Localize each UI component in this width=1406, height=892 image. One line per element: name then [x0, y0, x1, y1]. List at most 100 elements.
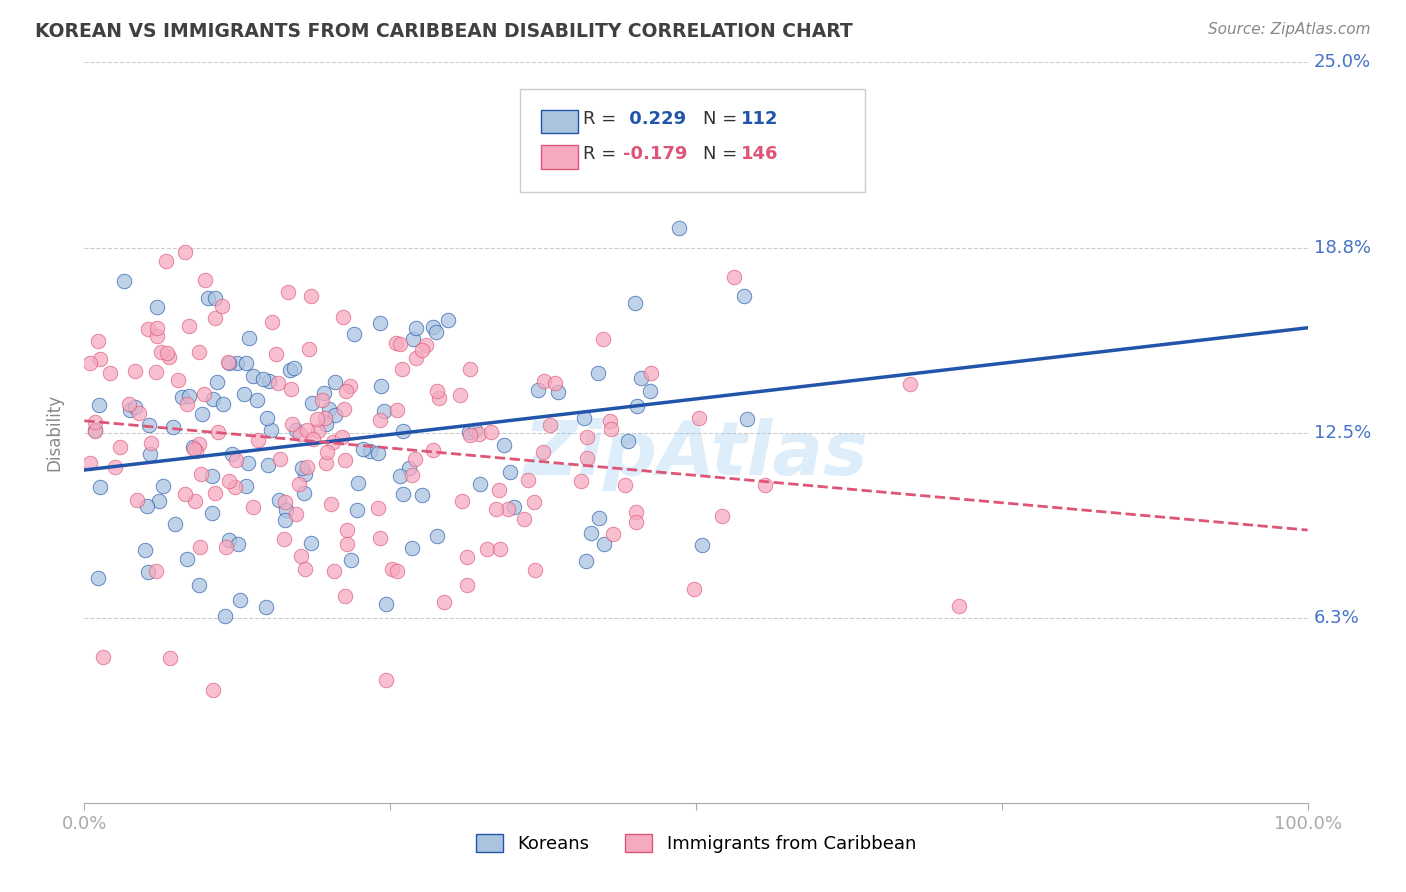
Point — [401, 468, 423, 483]
Point — [391, 487, 413, 501]
Point — [294, 562, 316, 576]
Point — [159, 650, 181, 665]
Point — [186, 443, 208, 458]
Point — [152, 479, 174, 493]
Point — [492, 438, 515, 452]
Point — [425, 325, 447, 339]
Point — [458, 425, 481, 440]
Point — [343, 327, 366, 342]
Text: N =: N = — [703, 145, 742, 163]
Point — [218, 475, 240, 489]
Point — [405, 351, 427, 365]
Point — [176, 552, 198, 566]
Point — [513, 512, 536, 526]
Point — [381, 562, 404, 576]
Point — [233, 387, 256, 401]
Point — [367, 501, 389, 516]
Point — [135, 500, 157, 514]
Point — [242, 500, 264, 514]
Point — [318, 402, 340, 417]
Point — [274, 513, 297, 527]
Point — [141, 436, 163, 450]
Point — [172, 390, 194, 404]
Point — [374, 597, 396, 611]
Point — [437, 313, 460, 327]
Point — [188, 345, 211, 359]
Point — [359, 443, 381, 458]
Point — [479, 425, 502, 439]
Point — [179, 318, 201, 333]
Point — [322, 435, 344, 450]
Point — [79, 456, 101, 470]
Point — [87, 334, 110, 348]
Point — [89, 480, 111, 494]
Point — [202, 682, 225, 697]
Point — [898, 376, 921, 391]
Point — [688, 410, 710, 425]
Point — [374, 673, 396, 688]
Point — [242, 368, 264, 383]
Point — [456, 578, 478, 592]
Point — [183, 442, 205, 456]
Point — [426, 529, 449, 543]
Point — [218, 356, 240, 370]
Point — [215, 540, 238, 554]
Text: 146: 146 — [741, 145, 779, 163]
Point — [87, 398, 110, 412]
Point — [370, 378, 392, 392]
Point — [593, 537, 616, 551]
Point — [527, 384, 550, 398]
Point — [323, 564, 346, 578]
Point — [405, 321, 427, 335]
Point — [224, 480, 246, 494]
Point — [710, 508, 733, 523]
Point — [392, 424, 415, 438]
Point — [335, 384, 357, 398]
Point — [538, 417, 561, 432]
Point — [79, 356, 101, 370]
Point — [385, 402, 408, 417]
Text: N =: N = — [703, 110, 742, 128]
Point — [89, 351, 111, 366]
Point — [323, 408, 346, 422]
Point — [145, 365, 167, 379]
Point — [83, 415, 105, 429]
Point — [485, 501, 508, 516]
Point — [600, 422, 623, 436]
Point — [299, 289, 322, 303]
Point — [575, 430, 598, 444]
Point — [347, 476, 370, 491]
Point — [176, 397, 198, 411]
Point — [668, 221, 690, 235]
Point — [269, 452, 291, 467]
Point — [281, 417, 304, 431]
Point — [385, 335, 408, 350]
Point — [579, 526, 602, 541]
Text: 6.3%: 6.3% — [1313, 608, 1360, 627]
Point — [391, 361, 413, 376]
Point — [690, 537, 713, 551]
Point — [335, 537, 357, 551]
Text: KOREAN VS IMMIGRANTS FROM CARIBBEAN DISABILITY CORRELATION CHART: KOREAN VS IMMIGRANTS FROM CARIBBEAN DISA… — [35, 22, 853, 41]
Point — [148, 494, 170, 508]
Text: R =: R = — [583, 110, 623, 128]
Text: 112: 112 — [741, 110, 779, 128]
Point — [302, 432, 325, 446]
Point — [274, 494, 297, 508]
Point — [290, 549, 312, 563]
Point — [456, 549, 478, 564]
Point — [333, 589, 356, 603]
Text: Source: ZipAtlas.com: Source: ZipAtlas.com — [1208, 22, 1371, 37]
Point — [336, 523, 359, 537]
Point — [616, 434, 638, 448]
Point — [411, 488, 433, 502]
Point — [299, 535, 322, 549]
Point — [640, 366, 662, 380]
Point — [569, 474, 592, 488]
Point — [174, 244, 197, 259]
Point — [624, 505, 647, 519]
Point — [278, 363, 301, 377]
Point — [488, 483, 510, 497]
Point — [499, 465, 522, 479]
Point — [531, 444, 554, 458]
